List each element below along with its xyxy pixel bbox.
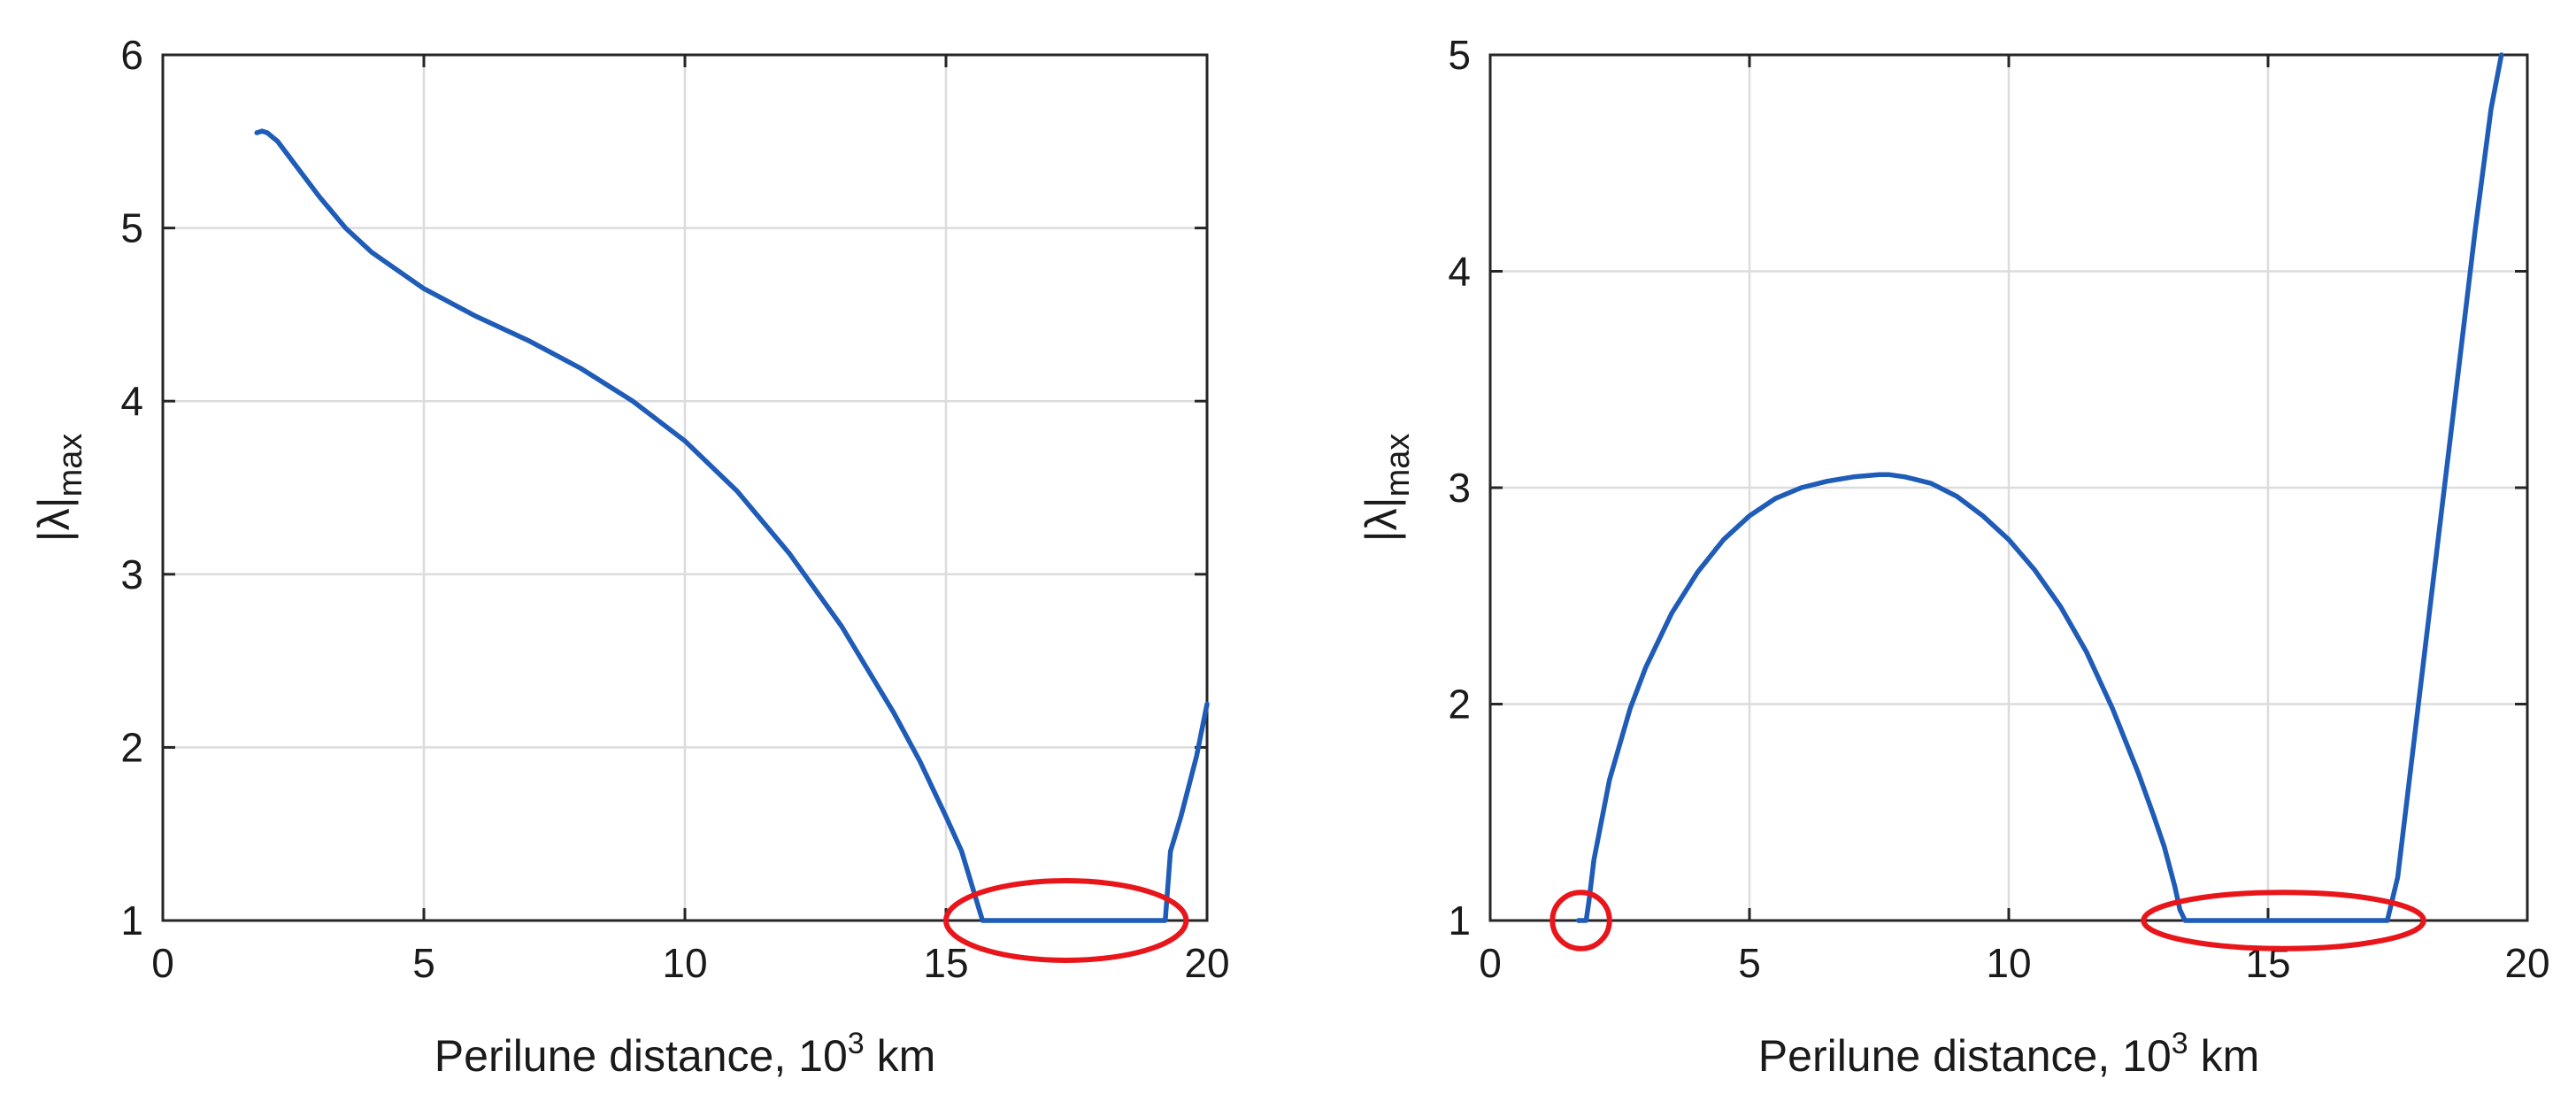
highlight-ellipse [943, 878, 1189, 963]
x-axis-label-sup: 3 [848, 1027, 865, 1060]
chart-right-markers [1549, 890, 2426, 951]
y-axis-label-base: |λ| [1357, 497, 1406, 542]
x-tick-label: 20 [1184, 940, 1229, 986]
chart-left-ticks: 0 5 10 15 20 1 2 3 4 5 6 [120, 32, 1229, 986]
x-tick-label: 0 [1479, 940, 1502, 986]
y-tick-label: 3 [1448, 465, 1471, 511]
x-axis-label-text: Perilune distance, 10 [1758, 1031, 2172, 1081]
highlight-ellipse [2141, 890, 2426, 951]
x-axis-label-sup: 3 [2172, 1027, 2188, 1060]
x-axis-label-unit: km [865, 1031, 936, 1081]
y-tick-label: 2 [120, 724, 143, 770]
y-tick-label: 1 [120, 897, 143, 944]
y-tick-label: 2 [1448, 682, 1471, 728]
y-tick-label: 1 [1448, 897, 1471, 944]
y-tick-label: 5 [120, 205, 143, 251]
y-tick-label: 4 [1448, 249, 1471, 295]
series-line [1575, 52, 2504, 923]
y-tick-label: 6 [120, 32, 143, 78]
chart-right-series [1575, 52, 2504, 923]
x-tick-label: 10 [662, 940, 707, 986]
chart-left-grid [161, 53, 1209, 922]
chart-left-series [254, 128, 1210, 923]
chart-right-grid [1488, 53, 2529, 922]
series-line [254, 128, 1210, 923]
x-tick-label: 0 [151, 940, 174, 986]
chart-left-markers [943, 878, 1189, 963]
x-axis-label-text: Perilune distance, 10 [434, 1031, 848, 1081]
y-tick-label: 3 [120, 551, 143, 597]
chart-left-y-axis-label: |λ|max [29, 434, 89, 543]
x-tick-label: 20 [2504, 940, 2549, 986]
chart-left-x-axis-label: Perilune distance, 103 km [434, 1027, 935, 1081]
x-tick-label: 15 [923, 940, 968, 986]
y-axis-label-base: |λ| [29, 497, 79, 542]
chart-right-y-axis-label: |λ|max [1357, 434, 1417, 543]
x-axis-label-unit: km [2188, 1031, 2260, 1081]
y-axis-label-sub: max [1380, 434, 1417, 497]
highlight-ellipse [1549, 890, 1612, 951]
x-tick-label: 5 [412, 940, 435, 986]
x-tick-label: 10 [1986, 940, 2031, 986]
chart-right-x-axis-label: Perilune distance, 103 km [1758, 1027, 2259, 1081]
y-axis-label-sub: max [52, 434, 89, 497]
x-tick-label: 5 [1738, 940, 1761, 986]
y-tick-label: 5 [1448, 32, 1471, 78]
y-tick-label: 4 [120, 378, 143, 424]
